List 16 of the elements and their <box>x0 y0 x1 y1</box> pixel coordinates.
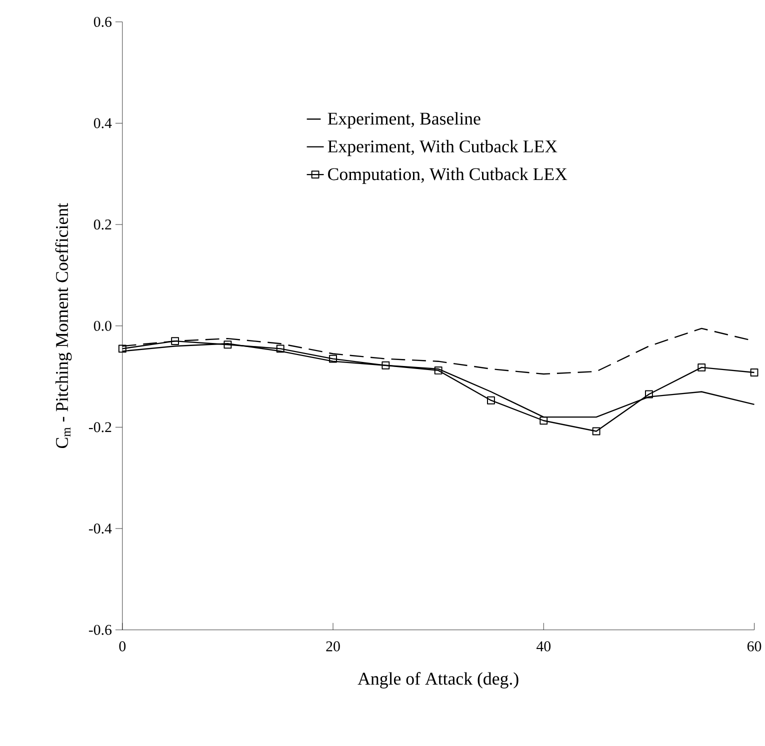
legend-label: Computation, With Cutback LEX <box>328 168 568 184</box>
y-tick-label: 0.0 <box>94 320 112 331</box>
legend-label: Experiment, Baseline <box>328 112 480 128</box>
y-tick-label: -0.2 <box>88 422 112 432</box>
y-axis-title: C$_{m}$ - Pitching Moment Coefficient <box>55 202 72 448</box>
x-tick-label: 60 <box>747 641 762 652</box>
y-tick-label: 0.6 <box>94 16 112 27</box>
legend-label: Experiment, With Cutback LEX <box>328 140 558 156</box>
y-tick-label: 0.2 <box>94 219 112 230</box>
x-tick-label: 40 <box>536 641 551 652</box>
y-tick-label: -0.6 <box>88 624 112 635</box>
y-tick-label: 0.4 <box>94 118 112 128</box>
x-axis-title: Angle of Attack (deg.) <box>358 672 518 688</box>
x-tick-label: 20 <box>326 641 340 652</box>
x-tick-label: 0 <box>119 641 126 652</box>
y-tick-label: -0.4 <box>88 523 112 534</box>
